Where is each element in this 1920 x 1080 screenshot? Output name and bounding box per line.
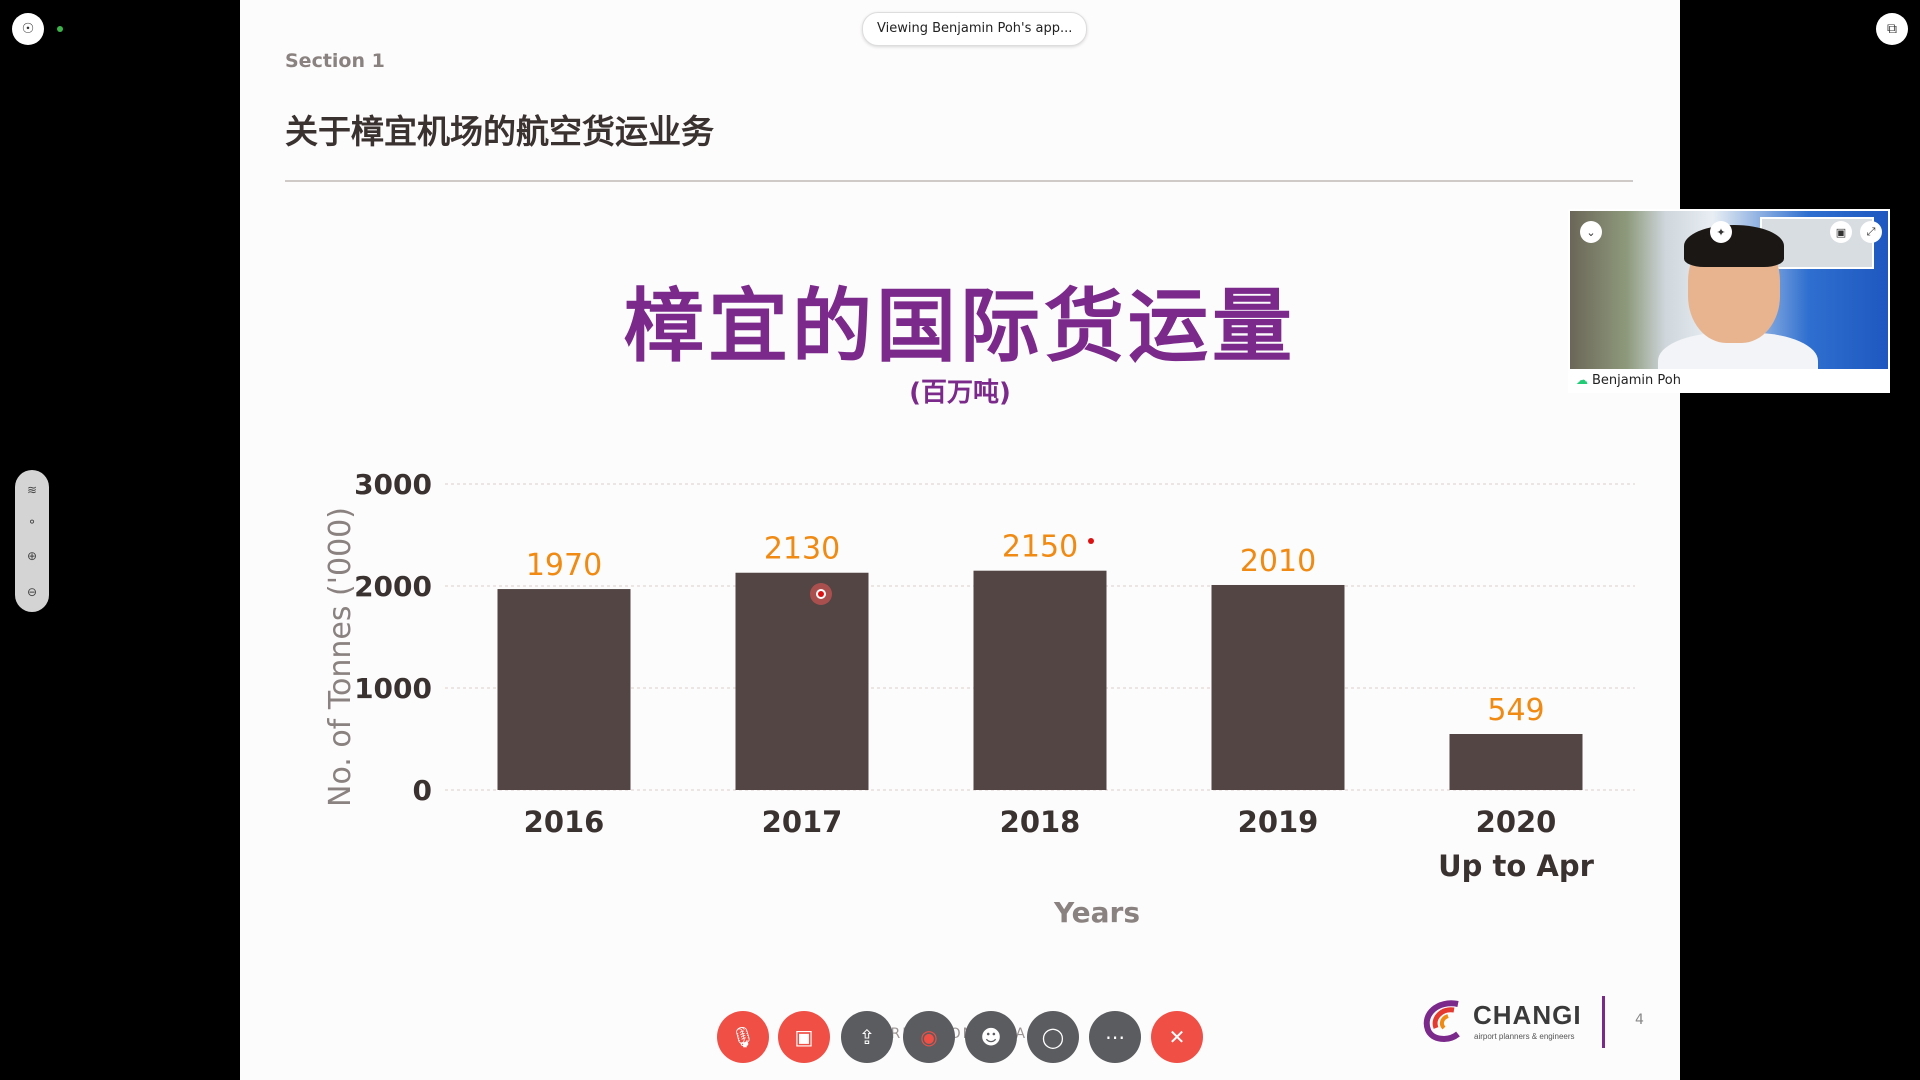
data-label: 2010 bbox=[1240, 544, 1316, 579]
laser-pointer-dot bbox=[818, 591, 824, 597]
logo-tagline: airport planners & engineers bbox=[1474, 1032, 1575, 1041]
x-tick-label: 2016 bbox=[524, 805, 605, 839]
record-button[interactable]: ◉ bbox=[903, 1011, 955, 1063]
connection-status-icon bbox=[57, 26, 63, 32]
logo-wordmark: CHANGI bbox=[1473, 1000, 1582, 1030]
y-tick-label: 2000 bbox=[354, 570, 432, 603]
chevron-down-icon: ⌄ bbox=[1586, 225, 1596, 239]
participants-icon: ☻ bbox=[980, 1025, 1002, 1049]
more-icon: ⋯ bbox=[1105, 1025, 1125, 1049]
zoom-in-icon[interactable]: ⊕ bbox=[26, 549, 38, 563]
close-icon: ✕ bbox=[1168, 1025, 1186, 1049]
participant-name-bar: ☁ Benjamin Poh bbox=[1570, 369, 1888, 391]
page-number: 4 bbox=[1635, 1012, 1644, 1028]
bar bbox=[973, 570, 1107, 790]
windows-icon: ⧉ bbox=[1887, 21, 1897, 37]
participant-video-tile[interactable]: ⌄ ✦ ▣ ⤢ ☁ Benjamin Poh bbox=[1568, 209, 1890, 393]
data-label: 1970 bbox=[526, 548, 602, 583]
pip-video-button[interactable]: ▣ bbox=[1830, 221, 1852, 243]
y-tick-label: 3000 bbox=[354, 468, 432, 501]
y-tick-label: 1000 bbox=[354, 672, 432, 705]
y-axis-title: No. of Tonnes ('000) bbox=[323, 507, 358, 807]
meeting-info-button[interactable]: ☉ bbox=[12, 13, 44, 45]
x-tick-sublabel: Up to Apr bbox=[1438, 849, 1594, 883]
expand-video-button[interactable]: ⤢ bbox=[1860, 221, 1882, 243]
zoom-out-icon[interactable]: ⊖ bbox=[26, 585, 38, 599]
collapse-video-button[interactable]: ⌄ bbox=[1580, 221, 1602, 243]
speaker-icon: ☁ bbox=[1576, 373, 1588, 387]
expand-icon: ⤢ bbox=[1866, 225, 1876, 238]
camera-off-icon: ▣ bbox=[794, 1025, 814, 1049]
heading-divider bbox=[285, 180, 1633, 182]
x-tick-label: 2020 bbox=[1476, 805, 1557, 839]
participant-video: ⌄ ✦ ▣ ⤢ ☁ Benjamin Poh bbox=[1570, 211, 1888, 391]
chat-button[interactable]: ◯ bbox=[1027, 1011, 1079, 1063]
shared-slide: Section 1 关于樟宜机场的航空货运业务 樟宜的国际货运量 (百万吨) 0… bbox=[240, 0, 1680, 1080]
bar-chart: 0 1000 2000 3000 1970 2016 2130 2017 2150 2018 201… bbox=[323, 468, 1635, 929]
x-axis-title: Years bbox=[1053, 896, 1140, 929]
more-button[interactable]: ⋯ bbox=[1089, 1011, 1141, 1063]
y-tick-label: 0 bbox=[413, 774, 432, 807]
participant-name: Benjamin Poh bbox=[1592, 373, 1681, 388]
data-label: 2130 bbox=[764, 532, 840, 567]
chat-icon: ◯ bbox=[1041, 1025, 1065, 1049]
switch-view-button[interactable]: ⧉ bbox=[1876, 13, 1908, 45]
annotation-toolbar: ≋ ⚬ ⊕ ⊖ bbox=[15, 470, 49, 612]
end-call-button[interactable]: ✕ bbox=[1151, 1011, 1203, 1063]
participants-button[interactable]: ☻ bbox=[965, 1011, 1017, 1063]
participant-hair bbox=[1684, 225, 1784, 267]
chart-title: 樟宜的国际货运量 bbox=[624, 280, 1296, 373]
section-label: Section 1 bbox=[285, 50, 385, 72]
bar bbox=[1211, 584, 1345, 790]
x-tick-label: 2017 bbox=[762, 805, 843, 839]
pin-icon: ✦ bbox=[1716, 225, 1726, 239]
data-label: 549 bbox=[1487, 693, 1544, 728]
viewing-indicator[interactable]: Viewing Benjamin Poh's app... bbox=[862, 12, 1088, 46]
changi-swoosh-icon bbox=[1423, 1000, 1460, 1042]
video-button[interactable]: ▣ bbox=[778, 1011, 830, 1063]
pin-video-button[interactable]: ✦ bbox=[1710, 221, 1732, 243]
slide-heading: 关于樟宜机场的航空货运业务 bbox=[285, 112, 714, 151]
share-button[interactable]: ⇪ bbox=[841, 1011, 893, 1063]
changi-logo: CHANGI airport planners & engineers bbox=[1418, 996, 1598, 1052]
data-label: 2150 bbox=[1002, 530, 1078, 565]
annotate-icon[interactable]: ≋ bbox=[26, 483, 38, 497]
record-icon: ◉ bbox=[920, 1025, 938, 1049]
remote-control-icon[interactable]: ⚬ bbox=[26, 515, 38, 529]
x-tick-label: 2018 bbox=[1000, 805, 1081, 839]
logo-divider bbox=[1602, 996, 1605, 1048]
bar bbox=[1449, 734, 1583, 790]
bar bbox=[735, 572, 869, 790]
microphone-off-icon: 🎙 bbox=[730, 1025, 756, 1049]
laser-trail-dot bbox=[1088, 538, 1094, 544]
chart-subtitle: (百万吨) bbox=[909, 378, 1011, 408]
bar bbox=[497, 589, 631, 790]
info-circle-icon: ☉ bbox=[21, 21, 35, 37]
picture-in-picture-icon: ▣ bbox=[1835, 225, 1847, 239]
share-icon: ⇪ bbox=[858, 1025, 876, 1049]
mute-button[interactable]: 🎙 bbox=[717, 1011, 769, 1063]
x-tick-label: 2019 bbox=[1238, 805, 1319, 839]
